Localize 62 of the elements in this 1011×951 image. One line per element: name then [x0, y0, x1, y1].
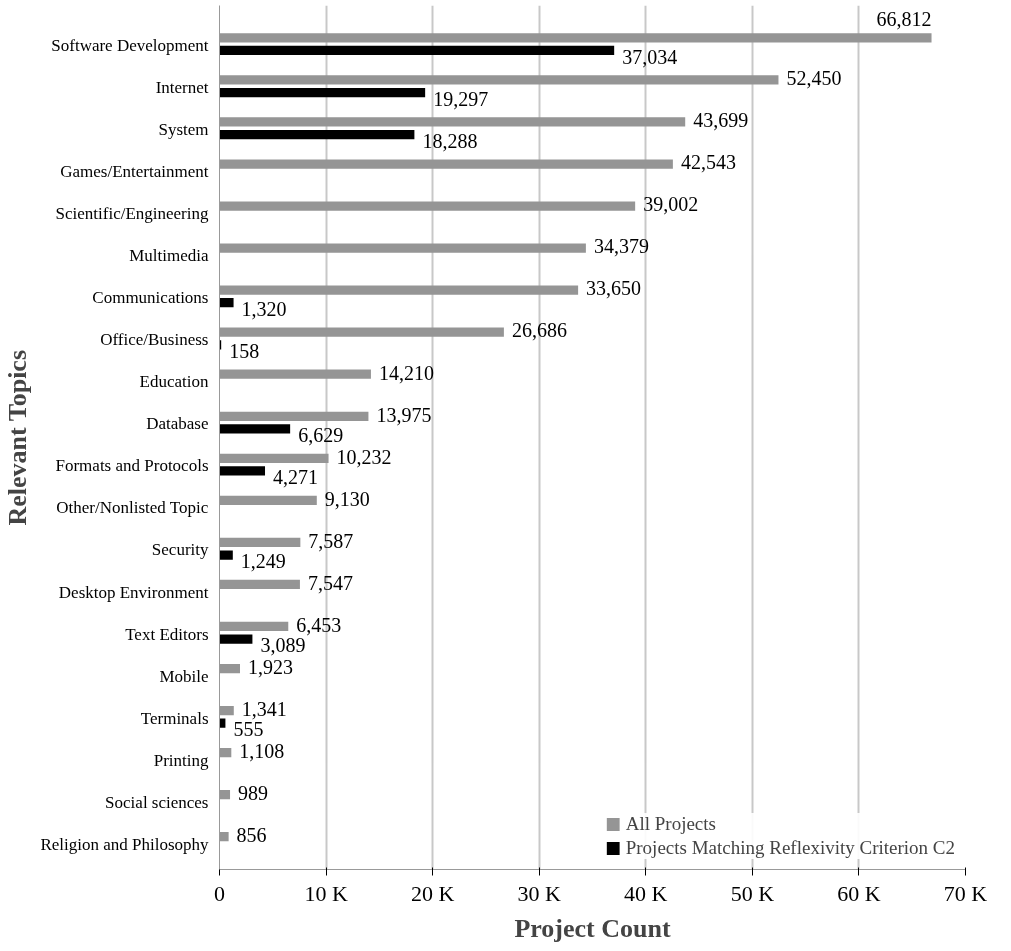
data-label: 43,699 — [693, 109, 749, 132]
x-tick-label: 0 — [214, 880, 225, 906]
data-label: 555 — [233, 718, 264, 741]
data-label: 10,232 — [336, 445, 392, 468]
data-label: 33,650 — [586, 277, 642, 300]
y-tick-label: Mobile — [159, 666, 209, 686]
x-tick-label: 40 K — [624, 880, 668, 906]
data-label: 856 — [236, 824, 267, 847]
data-label: 3,089 — [260, 634, 306, 657]
data-label: 18,288 — [422, 129, 478, 152]
x-tick-label: 10 K — [304, 880, 348, 906]
data-label: 1,108 — [239, 739, 285, 762]
data-label: 1,249 — [240, 550, 286, 573]
data-label: 52,450 — [786, 67, 842, 90]
y-tick-label: Terminals — [140, 708, 209, 728]
y-tick-label: Office/Business — [100, 330, 209, 350]
data-label: 158 — [229, 340, 260, 363]
x-tick-label: 30 K — [517, 880, 562, 906]
y-tick-label: Formats and Protocols — [55, 456, 209, 476]
data-label: 1,341 — [241, 697, 287, 720]
y-tick-label: Internet — [155, 77, 209, 97]
data-label: 7,547 — [307, 571, 353, 594]
data-label: 1,320 — [241, 298, 287, 321]
y-tick-label: Religion and Philosophy — [40, 834, 209, 854]
data-label: 37,034 — [622, 45, 678, 68]
y-axis-title: Relevant Topics — [3, 349, 33, 526]
y-tick-label: Communications — [92, 288, 209, 308]
data-label: 14,210 — [378, 361, 434, 384]
y-tick-label: System — [158, 120, 209, 140]
x-tick-label: 60 K — [837, 880, 881, 906]
data-label: 39,002 — [643, 193, 699, 216]
y-tick-label: Security — [151, 540, 209, 560]
x-tick-label: 50 K — [730, 880, 775, 906]
data-label: 6,629 — [298, 424, 344, 447]
y-tick-label: Games/Entertainment — [60, 162, 209, 182]
data-label: 42,543 — [680, 151, 736, 174]
y-tick-label: Education — [139, 372, 209, 392]
data-label: 6,453 — [296, 613, 342, 636]
data-label: 4,271 — [273, 466, 319, 489]
y-tick-label: Multimedia — [129, 246, 209, 266]
x-tick-label: 70 K — [943, 880, 988, 906]
data-label: 13,975 — [376, 403, 432, 426]
data-label: 9,130 — [324, 487, 370, 510]
legend-label: Projects Matching Reflexivity Criterion C2 — [625, 837, 955, 859]
y-tick-label: Other/Nonlisted Topic — [56, 498, 209, 518]
data-label: 19,297 — [433, 87, 489, 110]
data-label: 66,812 — [876, 8, 932, 31]
legend-label: All Projects — [625, 813, 717, 835]
y-tick-label: Software Development — [51, 35, 209, 55]
data-label: 7,587 — [308, 529, 354, 552]
y-tick-label: Desktop Environment — [58, 582, 209, 602]
data-label: 989 — [238, 781, 269, 804]
data-label: 1,923 — [247, 655, 293, 678]
y-tick-label: Printing — [153, 750, 209, 770]
y-tick-label: Social sciences — [105, 792, 209, 812]
y-tick-label: Scientific/Engineering — [55, 204, 209, 224]
y-tick-label: Text Editors — [125, 624, 209, 644]
x-tick-label: 20 K — [410, 880, 455, 906]
data-label: 26,686 — [511, 319, 567, 342]
x-axis-title: Project Count — [514, 913, 671, 943]
data-label: 34,379 — [593, 235, 649, 258]
y-tick-label: Database — [146, 414, 209, 434]
